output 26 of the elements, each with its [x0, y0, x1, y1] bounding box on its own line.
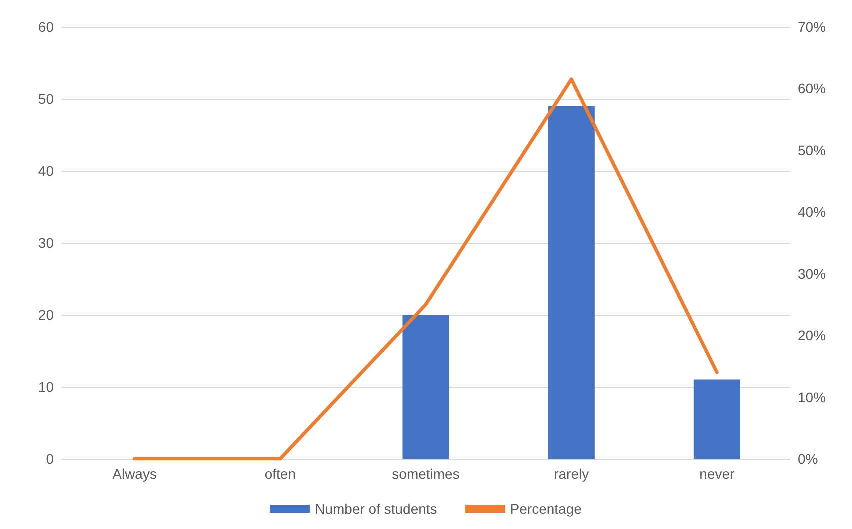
y2-tick-label: 30%	[798, 266, 826, 282]
legend-label: Number of students	[315, 501, 438, 517]
y-tick-label: 40	[38, 163, 54, 179]
x-tick-label: sometimes	[392, 466, 460, 482]
y2-tick-label: 10%	[798, 389, 826, 406]
bar	[402, 315, 450, 459]
x-tick-label: rarely	[554, 466, 590, 482]
y-tick-label: 0	[46, 451, 54, 467]
line-series	[133, 78, 719, 461]
y2-tick-label: 40%	[798, 204, 826, 220]
bar	[694, 380, 740, 459]
bar	[548, 106, 595, 459]
y-tick-label: 20	[38, 307, 54, 323]
y2-tick-label: 70%	[798, 19, 826, 35]
x-tick-label: Always	[112, 466, 157, 482]
x-tick-label: never	[700, 466, 736, 482]
legend-label: Percentage	[510, 501, 582, 517]
y-tick-label: 30	[38, 235, 54, 251]
y-tick-label: 10	[38, 379, 54, 395]
y-tick-label: 50	[38, 91, 54, 107]
x-tick-label: often	[264, 466, 296, 482]
y-tick-label: 60	[38, 19, 54, 35]
y2-tick-label: 0%	[798, 451, 818, 467]
y2-tick-label: 20%	[798, 328, 826, 344]
y2-tick-label: 50%	[798, 142, 826, 158]
y2-tick-label: 60%	[798, 80, 826, 97]
